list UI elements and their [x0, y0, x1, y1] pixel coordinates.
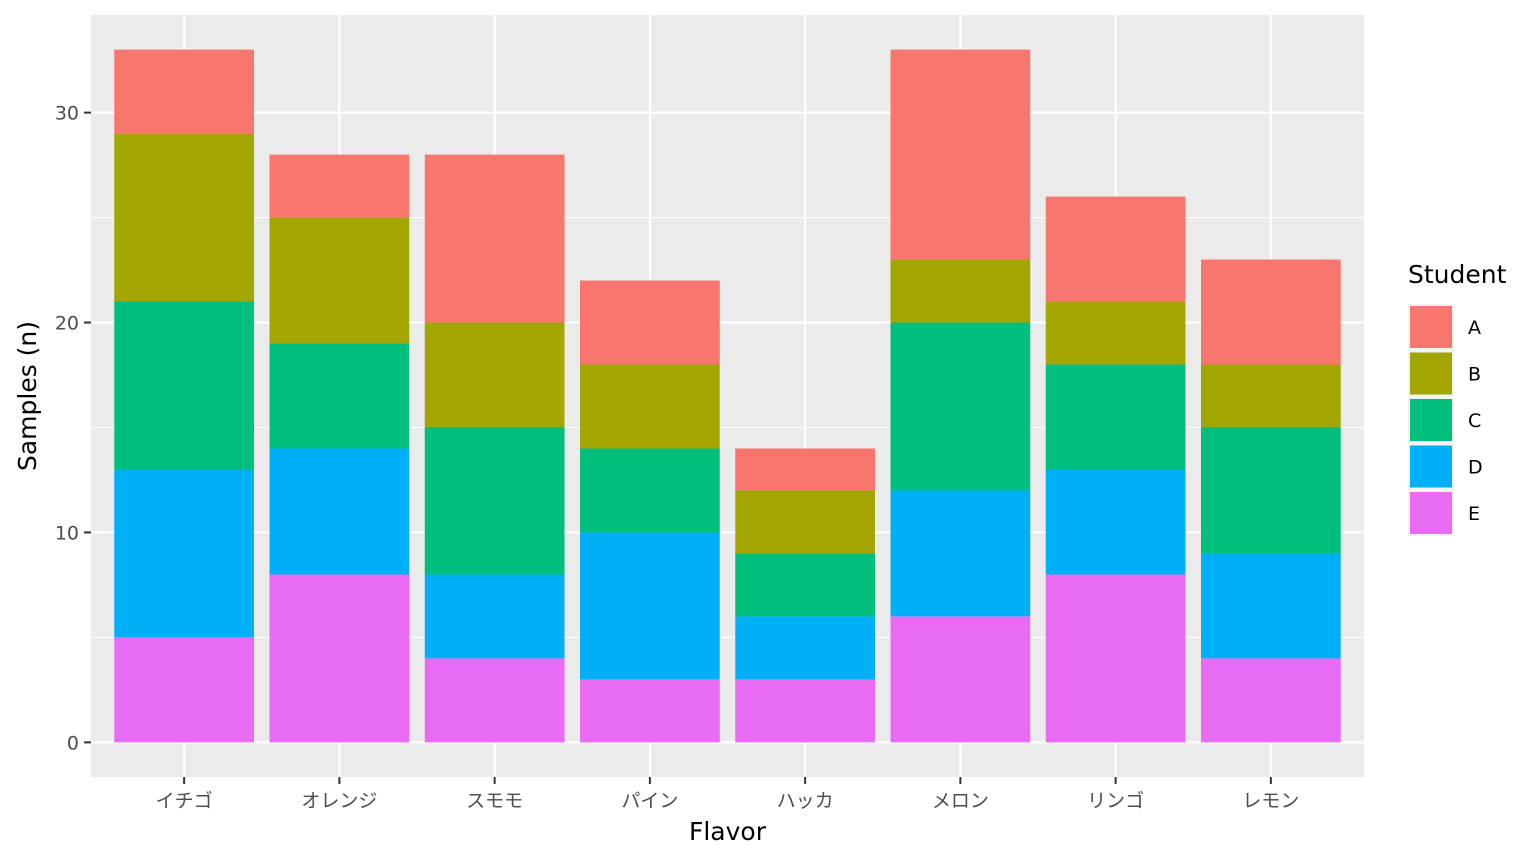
legend-key-e — [1410, 492, 1452, 534]
bar-segment-e-5 — [735, 679, 875, 743]
bar-segment-c-5 — [735, 553, 875, 617]
y-tick-label: 20 — [55, 313, 79, 335]
bar-segment-a-5 — [735, 448, 875, 491]
bar-segment-a-2 — [269, 154, 410, 218]
x-tick-label: パイン — [621, 790, 678, 812]
x-tick-label: メロン — [932, 790, 989, 812]
bar-segment-d-6 — [890, 490, 1031, 617]
x-tick-label: オレンジ — [301, 790, 377, 812]
bar-segment-e-7 — [1045, 574, 1186, 743]
bar-segment-b-3 — [424, 322, 565, 428]
x-axis-title: Flavor — [689, 817, 767, 846]
bar-segment-d-3 — [424, 574, 565, 659]
x-tick-label: ハッカ — [777, 790, 834, 812]
bars — [114, 49, 1341, 743]
x-tick-label: リンゴ — [1087, 790, 1144, 812]
x-tick-label: イチゴ — [156, 790, 213, 812]
legend-label-b: B — [1468, 364, 1481, 386]
y-tick-label: 10 — [55, 522, 79, 544]
y-tick-label: 0 — [67, 732, 79, 754]
bar-segment-b-8 — [1200, 364, 1341, 428]
bar-segment-a-7 — [1045, 196, 1186, 302]
bar-segment-c-2 — [269, 343, 410, 449]
bar-segment-b-7 — [1045, 301, 1186, 365]
legend-key-d — [1410, 445, 1452, 488]
bar-segment-a-8 — [1200, 259, 1341, 365]
bar-segment-b-5 — [735, 490, 875, 554]
bar-segment-d-7 — [1045, 469, 1186, 575]
legend-label-e: E — [1468, 503, 1480, 525]
bar-segment-c-3 — [424, 427, 565, 575]
legend-label-a: A — [1468, 317, 1481, 339]
bar-segment-b-2 — [269, 217, 410, 344]
bar-segment-e-4 — [580, 679, 720, 743]
bar-segment-e-6 — [890, 616, 1031, 743]
bar-segment-c-8 — [1200, 427, 1341, 554]
bar-segment-b-1 — [114, 133, 255, 302]
bar-segment-a-3 — [424, 154, 565, 323]
bar-segment-e-3 — [424, 658, 565, 743]
bar-segment-e-8 — [1200, 658, 1341, 743]
legend-key-a — [1410, 306, 1452, 348]
bar-segment-b-6 — [890, 259, 1031, 323]
x-tick-label: スモモ — [466, 790, 523, 812]
legend-key-c — [1410, 399, 1452, 441]
bar-segment-b-4 — [580, 364, 720, 449]
bar-segment-e-1 — [114, 637, 255, 743]
y-tick-label: 30 — [55, 103, 79, 125]
bar-segment-c-4 — [580, 448, 720, 533]
bar-segment-d-2 — [269, 448, 410, 575]
bar-segment-d-4 — [580, 532, 720, 680]
bar-segment-a-4 — [580, 280, 720, 365]
bar-segment-c-7 — [1045, 364, 1186, 470]
legend-title: Student — [1408, 260, 1507, 289]
x-tick-label: レモン — [1242, 790, 1299, 812]
bar-segment-d-5 — [735, 616, 875, 680]
bar-segment-e-2 — [269, 574, 410, 743]
bar-segment-c-1 — [114, 301, 255, 470]
bar-segment-a-1 — [114, 49, 255, 134]
bar-segment-d-8 — [1200, 553, 1341, 659]
legend: Student A B C D E — [1408, 260, 1507, 536]
legend-label-d: D — [1468, 457, 1483, 479]
y-axis: 0 10 20 30 — [55, 103, 91, 754]
x-axis: イチゴ オレンジ スモモ パイン ハッカ メロン リンゴ レモン — [156, 777, 1299, 812]
bar-segment-d-1 — [114, 469, 255, 638]
legend-label-c: C — [1468, 410, 1481, 432]
bar-segment-a-6 — [890, 49, 1031, 260]
y-axis-title: Samples (n) — [13, 321, 42, 471]
legend-key-b — [1410, 352, 1452, 395]
bar-segment-c-6 — [890, 322, 1031, 491]
